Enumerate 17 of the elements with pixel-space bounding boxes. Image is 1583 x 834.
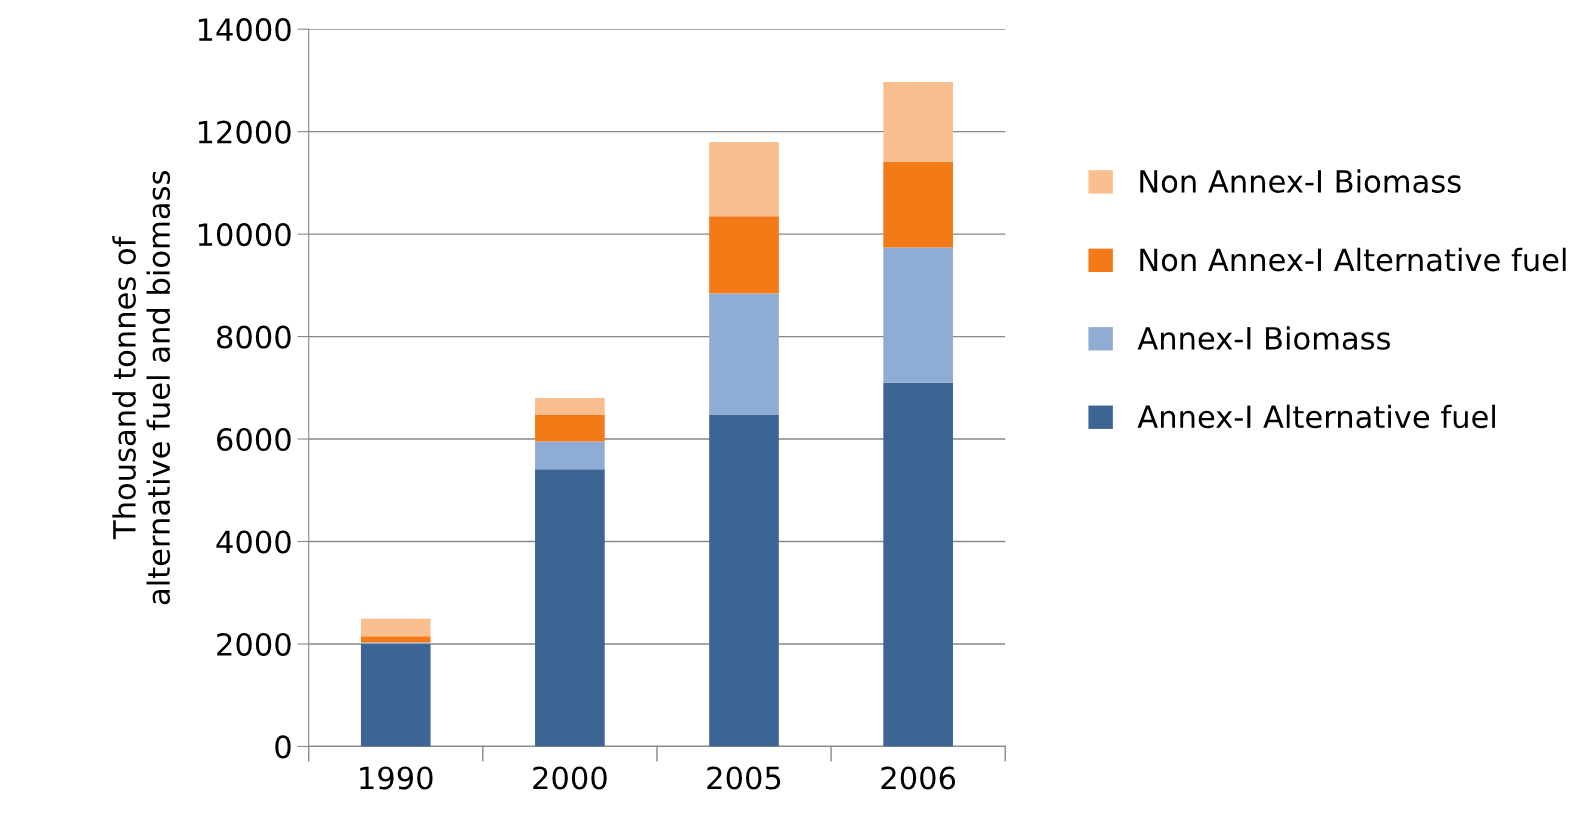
y-tick-label: 12000 <box>198 120 291 144</box>
y-tick-label: 6000 <box>217 427 291 452</box>
legend-label: Non Annex-I Alternative fuel <box>1140 247 1566 272</box>
x-tick-label: 1990 <box>360 766 433 790</box>
y-axis-title: Thousand tonnes of alternative fuel and biomass <box>112 171 171 605</box>
y-tick-label: 8000 <box>217 325 291 349</box>
legend-label: Annex-I Alternative fuel <box>1137 404 1495 429</box>
legend-label: Annex-I Biomass <box>1137 326 1391 350</box>
x-tick-label: 2000 <box>533 766 607 790</box>
y-tick-label: 4000 <box>216 530 291 554</box>
y-tick-label: 14000 <box>198 18 291 42</box>
x-tick-label: 2006 <box>881 766 956 790</box>
y-tick-label: 2000 <box>217 632 291 657</box>
legend-label: Non Annex-I Biomass <box>1140 169 1461 193</box>
y-tick-label: 0 <box>275 735 291 759</box>
x-tick-label: 2005 <box>707 766 781 790</box>
y-tick-label: 10000 <box>198 223 291 247</box>
